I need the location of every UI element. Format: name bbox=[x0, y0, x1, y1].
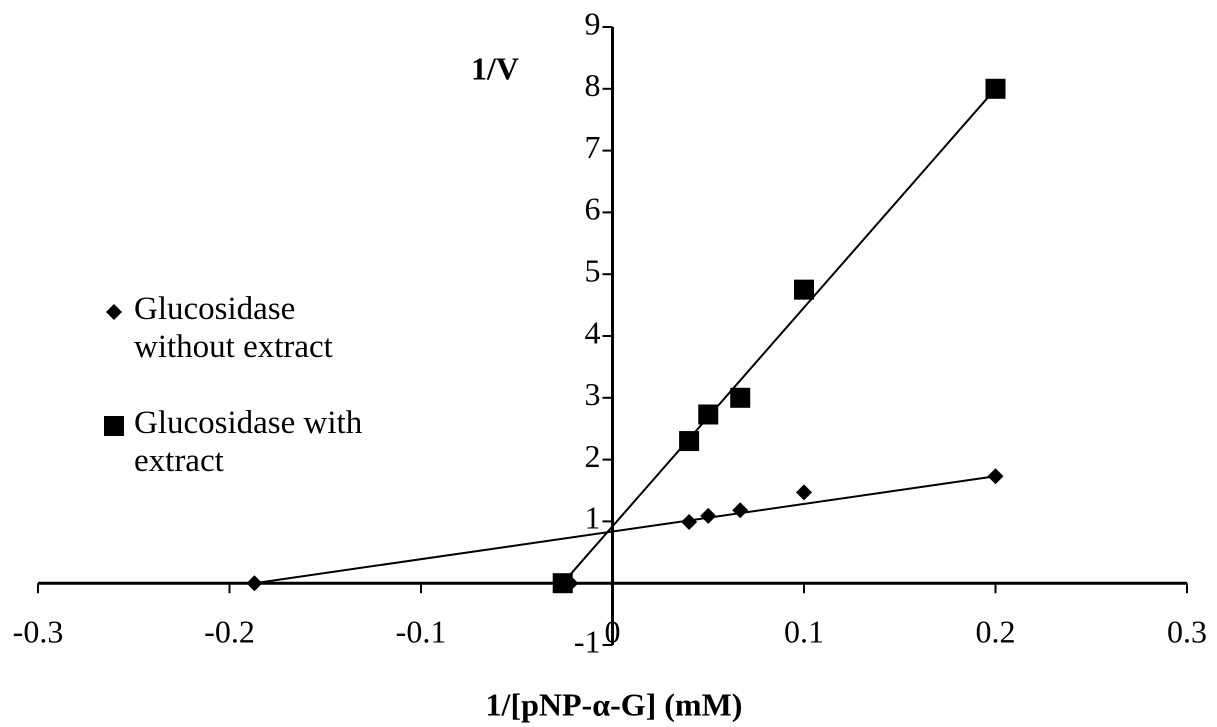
y-tick-label: 9 bbox=[585, 5, 601, 41]
point bbox=[679, 431, 700, 452]
y-tick-label: 6 bbox=[585, 191, 601, 227]
point bbox=[552, 573, 573, 594]
y-tick-label: 3 bbox=[585, 376, 601, 412]
trendline bbox=[254, 475, 996, 585]
x-tick-label: -0.2 bbox=[204, 614, 255, 650]
point bbox=[794, 279, 814, 300]
x-tick-label: 0 bbox=[605, 614, 621, 650]
point bbox=[246, 575, 263, 592]
point bbox=[796, 484, 812, 501]
point bbox=[985, 78, 1006, 99]
legend-symbol bbox=[104, 416, 124, 436]
y-tick-label: 1 bbox=[585, 500, 601, 536]
y-tick-label: 7 bbox=[585, 129, 601, 165]
y-tick-label: -1 bbox=[574, 623, 601, 659]
y-axis-label: 1/V bbox=[471, 50, 519, 86]
x-tick-label: 0.1 bbox=[784, 614, 824, 650]
legend-item: Glucosidase without extract bbox=[102, 290, 384, 366]
point bbox=[730, 387, 751, 408]
legend-symbol bbox=[106, 304, 122, 320]
legend-label: Glucosidase without extract bbox=[134, 291, 333, 365]
point bbox=[700, 507, 717, 524]
point bbox=[681, 514, 698, 531]
x-tick-label: -0.3 bbox=[13, 614, 64, 650]
y-tick-label: 5 bbox=[585, 253, 601, 289]
x-tick-label: 0.3 bbox=[1167, 614, 1207, 650]
point bbox=[987, 468, 1004, 485]
legend-marker bbox=[106, 304, 122, 320]
x-axis-label: 1/[pNP-α-G] (mM) bbox=[486, 686, 743, 722]
legend-item: Glucosidase with extract bbox=[102, 404, 384, 480]
y-tick-label: 4 bbox=[585, 314, 601, 350]
x-tick-label: 0.2 bbox=[976, 614, 1016, 650]
y-tick-label: 8 bbox=[585, 67, 601, 103]
legend-marker bbox=[104, 416, 124, 436]
trendline bbox=[561, 88, 997, 584]
x-tick-label: -0.1 bbox=[396, 614, 447, 650]
point bbox=[698, 404, 719, 425]
legend-label: Glucosidase with extract bbox=[134, 405, 363, 479]
point bbox=[732, 502, 749, 519]
y-tick-label: 2 bbox=[585, 438, 601, 474]
